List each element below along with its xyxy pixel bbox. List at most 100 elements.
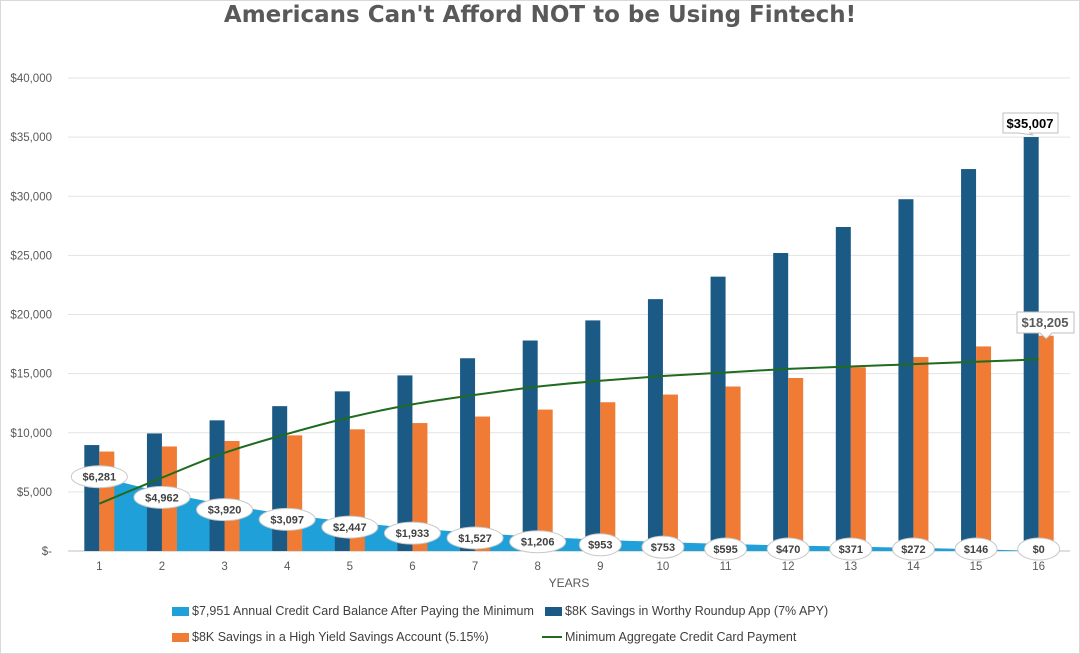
y-tick-label: $5,000 (17, 487, 52, 499)
bar-worthy (334, 391, 350, 551)
data-label-cc-balance: $2,447 (333, 522, 367, 534)
data-label-bubble (954, 537, 998, 561)
data-label-cc-balance: $6,281 (82, 472, 116, 484)
x-tick-label: 10 (657, 561, 670, 573)
data-label-bubble (641, 535, 685, 559)
bar-worthy (209, 420, 225, 551)
data-label-bubble (509, 530, 567, 554)
data-label-cc-balance: $4,962 (145, 492, 179, 504)
x-tick-label: 8 (534, 561, 540, 573)
bar-hysa (850, 367, 866, 551)
data-label-cc-balance: $1,933 (396, 528, 430, 540)
callout-label-hysa: $18,205 (1022, 315, 1069, 330)
legend-label-worthy: $8K Savings in Worthy Roundup App (7% AP… (565, 604, 829, 618)
data-label-bubble (704, 537, 748, 561)
x-tick-label: 5 (347, 561, 353, 573)
data-label-bubble (829, 537, 873, 561)
bar-hysa (287, 435, 303, 551)
bar-worthy (898, 199, 914, 552)
data-label-cc-balance: $595 (713, 544, 737, 556)
data-label-cc-balance: $1,206 (521, 537, 555, 549)
bar-hysa (725, 386, 741, 551)
x-tick-label: 4 (284, 561, 291, 573)
bar-hysa (788, 378, 804, 551)
bar-hysa (224, 441, 240, 551)
x-tick-label: 13 (844, 561, 857, 573)
data-label-cc-balance: $1,527 (458, 533, 492, 545)
bar-worthy (397, 375, 413, 551)
y-tick-label: $- (42, 546, 52, 558)
y-tick-label: $10,000 (10, 428, 52, 440)
legend-swatch-min-payment (542, 636, 562, 638)
data-label-bubble (766, 537, 810, 561)
bar-worthy (585, 320, 601, 551)
x-tick-label: 2 (159, 561, 165, 573)
legend-label-hysa: $8K Savings in a High Yield Savings Acco… (192, 630, 489, 644)
y-tick-label: $20,000 (10, 310, 52, 322)
bar-worthy (84, 445, 100, 551)
data-label-bubble (258, 507, 316, 531)
bar-hysa (600, 402, 616, 551)
y-tick-label: $40,000 (10, 73, 52, 85)
data-label-bubble (891, 537, 935, 561)
data-label-cc-balance: $753 (651, 542, 675, 554)
legend-item-min-payment: Minimum Aggregate Credit Card Payment (542, 630, 796, 644)
data-label-cc-balance: $371 (839, 544, 863, 556)
bar-worthy (460, 358, 476, 551)
bar-worthy (1023, 137, 1039, 551)
legend-item-hysa: $8K Savings in a High Yield Savings Acco… (172, 630, 489, 644)
legend-label-cc-balance: $7,951 Annual Credit Card Balance After … (192, 604, 534, 618)
legend-item-cc-balance: $7,951 Annual Credit Card Balance After … (172, 604, 534, 618)
x-tick-label: 15 (970, 561, 983, 573)
bar-hysa (976, 346, 992, 551)
bar-worthy (835, 226, 851, 551)
data-label-bubble (70, 465, 128, 489)
data-label-cc-balance: $470 (776, 544, 800, 556)
x-tick-label: 7 (472, 561, 478, 573)
legend-label-min-payment: Minimum Aggregate Credit Card Payment (565, 630, 797, 644)
bar-worthy (961, 169, 977, 552)
bar-worthy (647, 299, 663, 551)
x-tick-label: 14 (907, 561, 920, 573)
x-tick-label: 12 (782, 561, 795, 573)
line-series-min-payment (98, 358, 1039, 505)
bar-hysa (537, 409, 553, 551)
callout-label-worthy: $35,007 (1007, 116, 1054, 131)
data-label-bubble (578, 533, 622, 557)
bar-hysa (475, 416, 491, 551)
data-label-cc-balance: $272 (901, 544, 925, 556)
x-tick-label: 1 (96, 561, 102, 573)
legend-swatch-worthy (545, 606, 562, 616)
bar-worthy (773, 253, 789, 551)
data-label-cc-balance: $146 (964, 544, 988, 556)
x-tick-label: 16 (1032, 561, 1045, 573)
data-label-cc-balance: $3,920 (208, 505, 242, 517)
data-label-bubble (446, 526, 504, 550)
data-label-bubble (196, 498, 254, 522)
bar-worthy (522, 340, 538, 551)
y-tick-label: $25,000 (10, 250, 52, 262)
data-label-bubble (321, 515, 379, 539)
y-tick-label: $35,000 (10, 132, 52, 144)
x-axis-title: YEARS (549, 576, 590, 590)
legend-swatch-hysa (172, 632, 189, 642)
bar-hysa (913, 357, 929, 551)
data-label-cc-balance: $3,097 (270, 514, 304, 526)
data-label-bubble (1017, 537, 1061, 561)
callout-box-hysa (1016, 311, 1075, 340)
legend-item-worthy: $8K Savings in Worthy Roundup App (7% AP… (545, 604, 828, 618)
bar-worthy (710, 276, 726, 551)
data-label-bubble (133, 485, 191, 509)
legend-swatch-cc-balance (172, 606, 189, 616)
x-tick-label: 6 (409, 561, 415, 573)
data-label-cc-balance: $0 (1033, 544, 1045, 556)
chart-title: Americans Can't Afford NOT to be Using F… (223, 2, 857, 28)
x-tick-label: 9 (597, 561, 603, 573)
x-tick-label: 3 (221, 561, 227, 573)
data-label-cc-balance: $953 (588, 540, 612, 552)
data-label-bubble (383, 521, 441, 545)
y-tick-label: $15,000 (10, 369, 52, 381)
callout-box-worthy (1002, 112, 1059, 136)
y-tick-label: $30,000 (10, 191, 52, 203)
